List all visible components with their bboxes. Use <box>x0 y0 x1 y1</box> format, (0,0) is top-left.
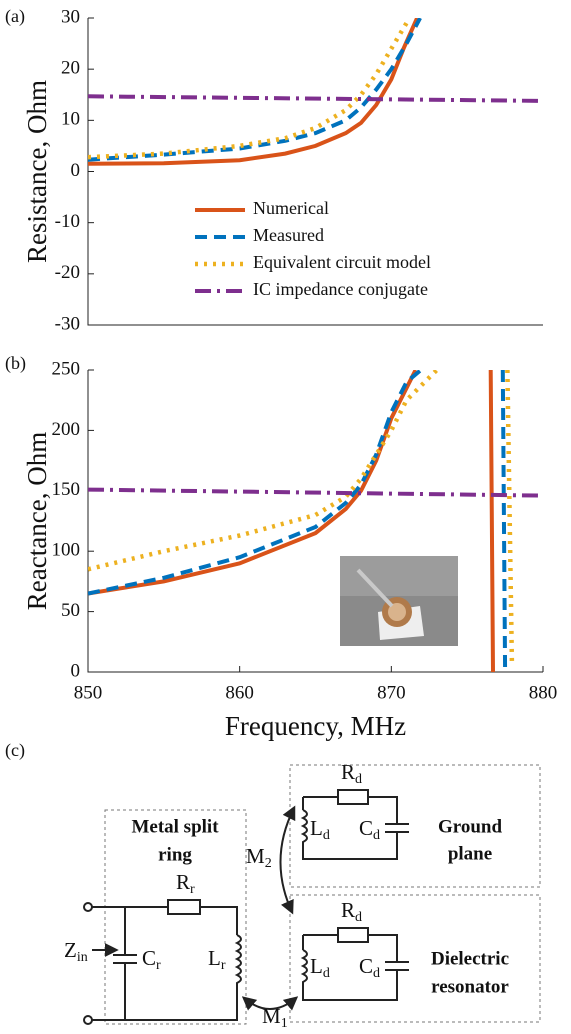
series-line <box>88 18 419 166</box>
y-tick-label: -10 <box>55 211 80 232</box>
subscript: r <box>156 958 161 973</box>
subscript: in <box>77 950 88 965</box>
wires <box>83 789 409 1025</box>
subscript: d <box>355 772 362 787</box>
symbol-label: Rd <box>341 898 362 925</box>
symbol: C <box>359 816 373 840</box>
y-tick-label: 150 <box>52 479 81 500</box>
symbol: L <box>310 954 323 978</box>
subscript: d <box>323 966 330 981</box>
x-tick-label: 870 <box>377 682 406 703</box>
symbol-label: Rd <box>341 760 362 787</box>
x-tick-label: 850 <box>74 682 103 703</box>
symbol: Z <box>64 938 77 962</box>
y-tick-label: -30 <box>55 313 80 334</box>
subscript: r <box>221 958 226 973</box>
series-line <box>88 18 412 160</box>
symbol-label: Cr <box>142 946 161 973</box>
subscript: 2 <box>265 856 272 871</box>
y-axis-label: Reactance, Ohm <box>22 432 52 610</box>
legend-label: Measured <box>253 225 324 245</box>
symbol-label: Cd <box>359 816 380 843</box>
symbol-label: Zin <box>64 938 88 965</box>
subscript: r <box>190 882 195 897</box>
series-line <box>88 370 508 672</box>
charts: (a) -30 -20 -10 0 10 20 30 Resistance, Ohm Numeri… <box>5 6 557 741</box>
y-tick-label: 10 <box>61 109 80 130</box>
symbol-label: Rr <box>176 870 195 897</box>
y-tick-label: -20 <box>55 262 80 283</box>
symbol: R <box>341 898 355 922</box>
symbol-label: Ld <box>310 816 330 843</box>
y-tick-label: 0 <box>71 660 81 681</box>
y-tick-label: 100 <box>52 540 81 561</box>
block-label: Metal split <box>131 816 219 837</box>
block-label: Dielectric <box>431 948 509 969</box>
panel-label: (c) <box>5 740 25 761</box>
series-line <box>88 94 543 103</box>
panel-label: (b) <box>5 353 26 374</box>
symbol-label: M2 <box>246 844 272 871</box>
block-box <box>104 809 247 1025</box>
symbol-label: M1 <box>262 1004 288 1029</box>
axes <box>87 370 543 673</box>
axes <box>87 18 543 326</box>
series-line <box>88 18 422 162</box>
panel-label: (a) <box>5 6 25 27</box>
block-label: resonator <box>431 976 509 997</box>
subscript: d <box>373 966 380 981</box>
block-label: plane <box>448 843 492 864</box>
block-box <box>289 764 541 888</box>
plot-area <box>88 18 543 166</box>
y-tick-label: 30 <box>61 6 80 27</box>
block-label: ring <box>158 844 192 865</box>
x-tick-label: 860 <box>225 682 254 703</box>
chart: (b) 0 50 100 150 200 250 850 860 870 880 Reactance,… <box>5 353 557 741</box>
symbol: C <box>142 946 156 970</box>
subscript: 1 <box>281 1016 288 1029</box>
symbol: L <box>208 946 221 970</box>
x-axis-label: Frequency, MHz <box>225 711 406 741</box>
symbol-label: Lr <box>208 946 226 973</box>
x-tick-label: 880 <box>529 682 558 703</box>
y-tick-label: 250 <box>52 358 81 379</box>
legend-label: Numerical <box>253 198 329 218</box>
legend-label: IC impedance conjugate <box>253 279 428 299</box>
subscript: d <box>355 910 362 925</box>
symbol: M <box>262 1004 281 1028</box>
subscript: d <box>373 828 380 843</box>
inset-photo <box>340 556 458 646</box>
symbol: L <box>310 816 323 840</box>
series-line <box>88 487 543 498</box>
block-box <box>289 894 541 1023</box>
series-line <box>88 370 495 672</box>
y-tick-label: 0 <box>71 160 81 181</box>
block-label: Ground <box>438 816 503 837</box>
legend-label: Equivalent circuit model <box>253 252 431 272</box>
y-tick-label: 200 <box>52 419 81 440</box>
series-line <box>88 370 515 663</box>
symbol-label: Ld <box>310 954 330 981</box>
y-axis-label: Resistance, Ohm <box>22 80 52 263</box>
symbol: R <box>341 760 355 784</box>
symbol: M <box>246 844 265 868</box>
y-tick-label: 20 <box>61 58 80 79</box>
symbol-label: Cd <box>359 954 380 981</box>
y-tick-label: 50 <box>61 600 80 621</box>
circuit-diagram: (c) Metal split ring Ground plane Dielec… <box>5 740 541 1031</box>
symbol: C <box>359 954 373 978</box>
chart: (a) -30 -20 -10 0 10 20 30 Resistance, Ohm Numeri… <box>5 6 543 334</box>
plot-area <box>88 370 543 672</box>
subscript: d <box>323 828 330 843</box>
symbol: R <box>176 870 190 894</box>
